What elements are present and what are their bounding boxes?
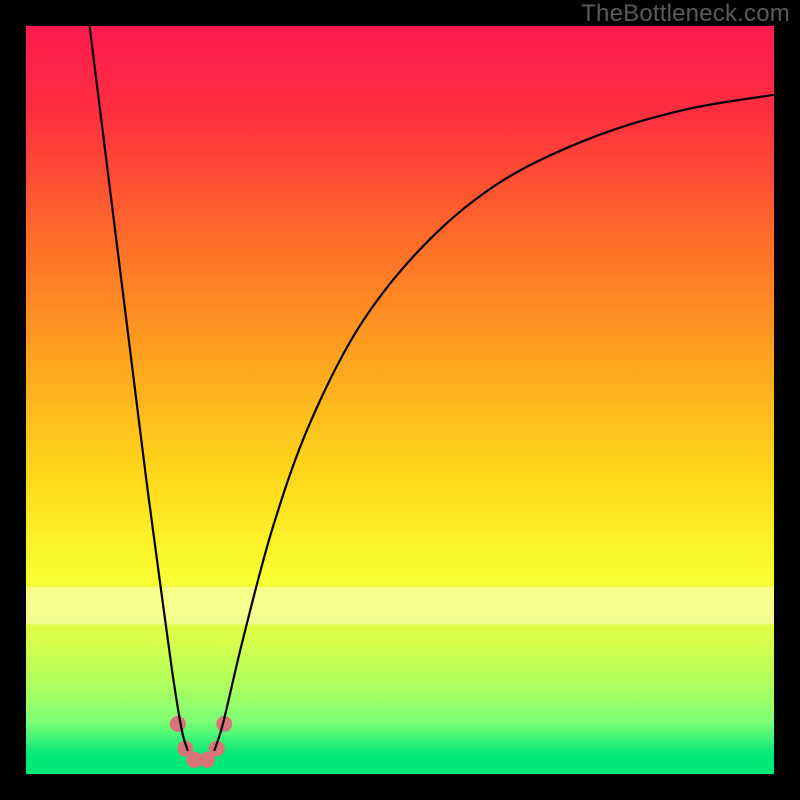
gradient-background	[26, 26, 774, 774]
watermark-text: TheBottleneck.com	[581, 0, 790, 28]
bottleneck-chart	[26, 26, 774, 774]
dip-marker	[170, 716, 186, 732]
whiteband-overlay	[26, 587, 774, 624]
